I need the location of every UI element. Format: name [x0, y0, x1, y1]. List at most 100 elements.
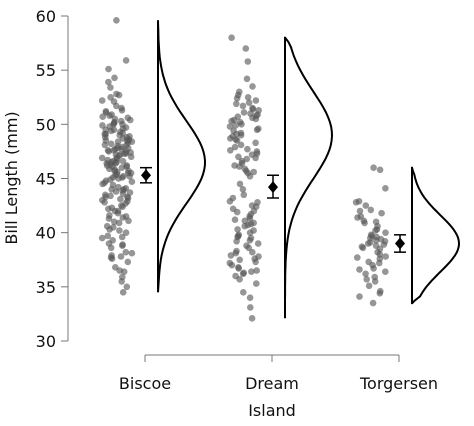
- data-point: [104, 232, 112, 240]
- data-point: [118, 104, 125, 112]
- data-point: [115, 183, 122, 191]
- data-point: [113, 170, 121, 178]
- data-point: [240, 269, 248, 277]
- data-point: [372, 218, 380, 226]
- data-point: [249, 114, 256, 122]
- data-point: [371, 273, 379, 281]
- data-point: [376, 255, 384, 262]
- data-point: [123, 162, 131, 169]
- data-point: [231, 162, 238, 169]
- data-point: [254, 240, 262, 247]
- data-point: [246, 229, 254, 236]
- data-point: [367, 231, 375, 239]
- data-point: [244, 58, 252, 65]
- data-point: [255, 107, 262, 114]
- data-point: [363, 276, 371, 283]
- data-point: [119, 289, 127, 296]
- mean-marker: [268, 181, 278, 194]
- data-point: [354, 254, 361, 261]
- data-point: [108, 127, 115, 135]
- half-violins: [157, 20, 461, 319]
- data-point: [252, 97, 260, 104]
- data-point: [358, 243, 366, 250]
- x-tick-label: Dream: [245, 374, 299, 393]
- data-point: [237, 141, 245, 149]
- data-point: [119, 241, 126, 248]
- data-point: [233, 95, 241, 102]
- y-axis-title: Bill Length (mm): [2, 111, 21, 244]
- data-point: [246, 237, 254, 244]
- data-point: [356, 266, 363, 273]
- data-point: [110, 147, 117, 154]
- data-point: [108, 204, 116, 212]
- data-point: [247, 304, 254, 311]
- data-point: [110, 224, 117, 231]
- data-point: [245, 244, 252, 252]
- data-point: [98, 97, 106, 104]
- data-point: [102, 137, 110, 144]
- data-point: [119, 214, 127, 221]
- data-point: [227, 252, 235, 259]
- data-point: [113, 90, 120, 98]
- data-point: [377, 235, 385, 243]
- data-point: [253, 267, 260, 274]
- data-point: [233, 247, 240, 255]
- data-point: [107, 140, 115, 148]
- data-point: [362, 270, 369, 278]
- data-point: [123, 134, 131, 141]
- y-tick-label: 60: [36, 7, 56, 26]
- mean-ci-markers: [140, 166, 406, 253]
- data-point: [249, 83, 256, 90]
- data-point: [252, 280, 260, 287]
- y-tick-label: 35: [36, 278, 56, 297]
- data-point: [245, 99, 253, 106]
- data-point: [248, 268, 255, 276]
- data-point: [119, 273, 126, 281]
- data-point: [118, 202, 125, 209]
- data-point: [107, 244, 115, 252]
- data-point: [108, 111, 115, 118]
- x-tick-label: Torgersen: [359, 374, 438, 393]
- data-point: [244, 94, 252, 101]
- data-point: [128, 249, 136, 257]
- data-point: [378, 209, 385, 217]
- data-point: [226, 259, 234, 267]
- y-tick-label: 30: [36, 332, 56, 351]
- data-point: [111, 218, 118, 226]
- data-point: [126, 189, 134, 196]
- data-point: [236, 180, 244, 188]
- mean-marker: [141, 169, 151, 182]
- data-point: [107, 84, 114, 91]
- data-point: [252, 139, 259, 147]
- data-point: [113, 158, 120, 166]
- data-point: [111, 74, 118, 82]
- data-point: [108, 186, 115, 193]
- data-point: [236, 256, 243, 264]
- data-point: [108, 252, 115, 259]
- data-point: [228, 34, 235, 41]
- data-point: [248, 315, 256, 322]
- data-point: [374, 248, 381, 256]
- data-point: [372, 242, 380, 249]
- data-point: [231, 216, 239, 223]
- data-point: [117, 151, 124, 158]
- data-point: [124, 198, 131, 205]
- jitter-points: [98, 17, 390, 322]
- data-point: [244, 145, 251, 153]
- data-point: [122, 57, 130, 64]
- data-point: [250, 168, 257, 176]
- y-tick-label: 55: [36, 61, 56, 80]
- data-point: [102, 126, 109, 134]
- data-point: [233, 100, 240, 108]
- data-point: [98, 154, 106, 162]
- data-point: [236, 88, 243, 96]
- data-point: [118, 174, 126, 181]
- data-point: [253, 148, 261, 155]
- data-point: [117, 128, 124, 136]
- data-point: [355, 198, 363, 205]
- data-point: [365, 282, 373, 290]
- data-point: [105, 78, 112, 86]
- data-point: [252, 203, 260, 210]
- data-point: [122, 124, 130, 131]
